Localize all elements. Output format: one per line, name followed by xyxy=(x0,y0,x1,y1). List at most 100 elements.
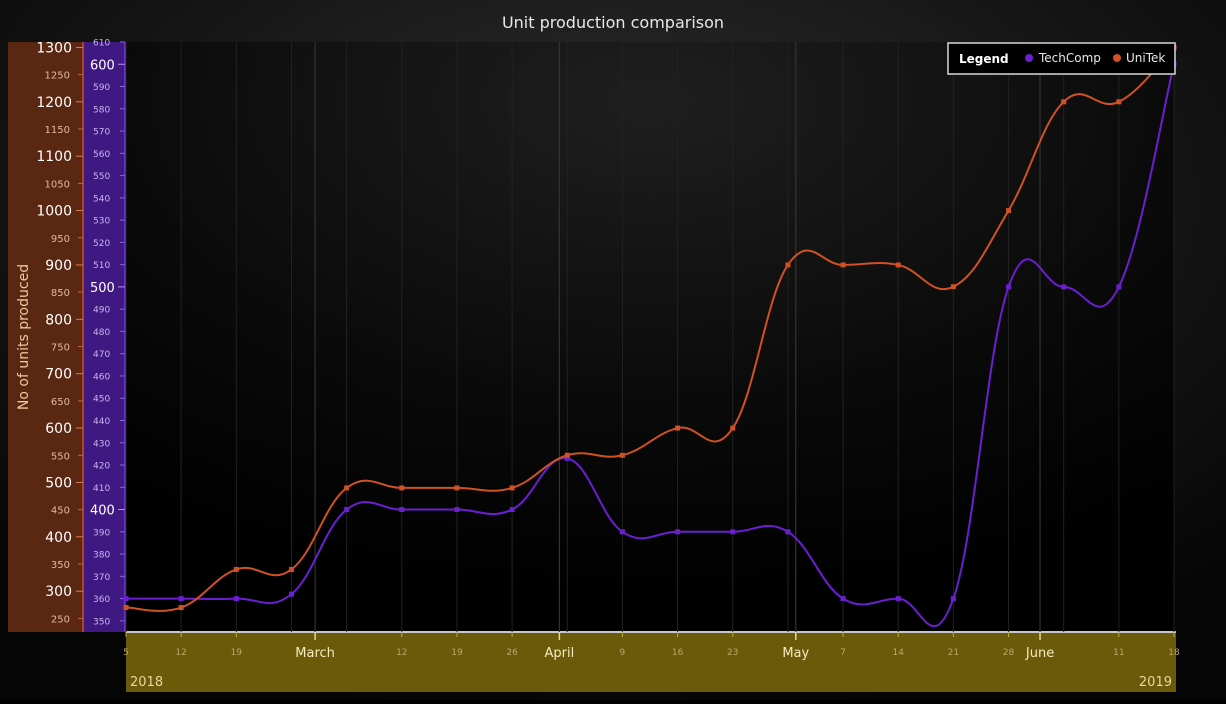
y-inner-tick-label: 460 xyxy=(93,372,110,382)
y-outer-tick-label: 500 xyxy=(45,475,72,491)
x-minor-tick-label: 19 xyxy=(231,648,243,658)
legend-techcomp-swatch xyxy=(1025,54,1033,62)
chart-title: Unit production comparison xyxy=(502,13,724,32)
data-point-unitek xyxy=(675,425,681,431)
data-point-techcomp xyxy=(619,529,625,535)
legend-techcomp-label: TechComp xyxy=(1038,51,1101,65)
y-outer-tick-label: 800 xyxy=(45,312,72,328)
x-minor-tick-label: 18 xyxy=(1168,648,1180,658)
y-outer-tick-label: 450 xyxy=(51,506,70,517)
data-point-unitek xyxy=(1061,99,1067,105)
y-inner-tick-label: 470 xyxy=(93,350,110,360)
x-axis: 5 12 19 12 19 26 9 16 23 7 14 21 28 11 18 March April May… xyxy=(123,632,1180,661)
y-inner-tick-label: 450 xyxy=(93,395,110,405)
y-axis-inner: 400 500 600 350 360 370 380 390 410 420 430 440 450 4… xyxy=(90,39,125,627)
data-point-techcomp xyxy=(1116,284,1122,290)
data-point-unitek xyxy=(454,485,460,491)
data-point-techcomp xyxy=(509,507,515,513)
y-outer-tick-label: 1200 xyxy=(36,95,72,111)
y-inner-tick-label: 570 xyxy=(93,128,110,138)
data-point-techcomp xyxy=(730,529,736,535)
data-point-techcomp xyxy=(288,591,294,597)
y-outer-tick-label: 950 xyxy=(51,234,70,245)
y-inner-tick-label: 390 xyxy=(93,528,110,538)
data-point-techcomp xyxy=(123,596,129,602)
data-point-unitek xyxy=(1116,99,1122,105)
x-major-tick-label: April xyxy=(545,646,575,661)
x-minor-tick-label: 9 xyxy=(620,648,626,658)
y-inner-tick-label: 520 xyxy=(93,239,110,249)
series-layer xyxy=(123,44,1177,628)
y-inner-tick-label: 400 xyxy=(90,504,115,519)
data-point-techcomp xyxy=(785,529,791,535)
y-inner-tick-label: 540 xyxy=(93,194,110,204)
y-outer-tick-label: 600 xyxy=(45,421,72,437)
inner-axis-band xyxy=(83,42,125,632)
data-point-techcomp xyxy=(1061,284,1067,290)
y-inner-tick-label: 440 xyxy=(93,417,110,427)
y-inner-tick-label: 380 xyxy=(93,551,110,561)
data-point-techcomp xyxy=(564,455,570,461)
year-label-right: 2019 xyxy=(1139,675,1172,690)
y-outer-tick-label: 1250 xyxy=(45,71,70,82)
y-outer-tick-label: 1050 xyxy=(45,179,70,190)
data-point-unitek xyxy=(123,605,129,611)
data-point-unitek xyxy=(178,605,184,611)
data-point-unitek xyxy=(564,452,570,458)
y-inner-tick-label: 350 xyxy=(93,617,110,627)
x-minor-tick-label: 12 xyxy=(175,648,186,658)
x-minor-tick-label: 14 xyxy=(892,648,904,658)
data-point-unitek xyxy=(619,452,625,458)
y-axis-title: No of units produced xyxy=(16,264,32,410)
y-inner-tick-label: 420 xyxy=(93,462,110,472)
y-outer-tick-label: 350 xyxy=(51,560,70,571)
y-inner-tick-label: 530 xyxy=(93,217,110,227)
y-outer-tick-label: 700 xyxy=(45,367,72,383)
data-point-unitek xyxy=(1006,208,1012,214)
data-point-unitek xyxy=(950,284,956,290)
data-point-unitek xyxy=(344,485,350,491)
y-outer-tick-label: 400 xyxy=(45,530,72,546)
y-inner-tick-label: 600 xyxy=(90,58,115,73)
data-point-unitek xyxy=(233,566,239,572)
legend-unitek-label: UniTek xyxy=(1126,51,1165,65)
x-axis-band xyxy=(126,632,1176,692)
y-outer-tick-label: 1000 xyxy=(36,204,72,220)
data-point-techcomp xyxy=(233,596,239,602)
x-major-tick-label: May xyxy=(782,646,809,661)
legend-unitek-swatch xyxy=(1113,54,1121,62)
x-minor-tick-label: 26 xyxy=(506,648,518,658)
data-point-unitek xyxy=(840,262,846,268)
y-inner-tick-label: 360 xyxy=(93,595,110,605)
x-major-tick-label: June xyxy=(1025,646,1054,661)
data-point-techcomp xyxy=(178,596,184,602)
x-minor-tick-label: 23 xyxy=(727,648,738,658)
y-inner-tick-label: 560 xyxy=(93,150,110,160)
legend-title: Legend xyxy=(959,52,1009,66)
y-outer-tick-label: 1100 xyxy=(36,149,72,165)
y-inner-tick-label: 550 xyxy=(93,172,110,182)
x-major-tick-label: March xyxy=(295,646,335,661)
x-minor-tick-label: 7 xyxy=(840,648,846,658)
y-inner-tick-label: 610 xyxy=(93,39,110,49)
y-inner-tick-label: 480 xyxy=(93,328,110,338)
x-minor-tick-label: 16 xyxy=(672,648,684,658)
data-point-techcomp xyxy=(344,507,350,513)
y-inner-tick-label: 590 xyxy=(93,83,110,93)
data-point-techcomp xyxy=(840,596,846,602)
data-point-unitek xyxy=(785,262,791,268)
data-point-techcomp xyxy=(399,507,405,513)
legend-box xyxy=(947,42,1176,75)
y-outer-tick-label: 550 xyxy=(51,451,70,462)
x-minor-tick-label: 21 xyxy=(948,648,959,658)
y-inner-tick-label: 370 xyxy=(93,573,110,583)
data-point-techcomp xyxy=(1006,284,1012,290)
y-outer-tick-label: 250 xyxy=(51,614,70,625)
y-outer-tick-label: 750 xyxy=(51,343,70,354)
x-minor-tick-label: 5 xyxy=(123,648,129,658)
data-point-unitek xyxy=(288,566,294,572)
x-minor-tick-label: 11 xyxy=(1113,648,1124,658)
legend: Legend TechComp UniTek xyxy=(947,42,1176,75)
data-point-techcomp xyxy=(675,529,681,535)
